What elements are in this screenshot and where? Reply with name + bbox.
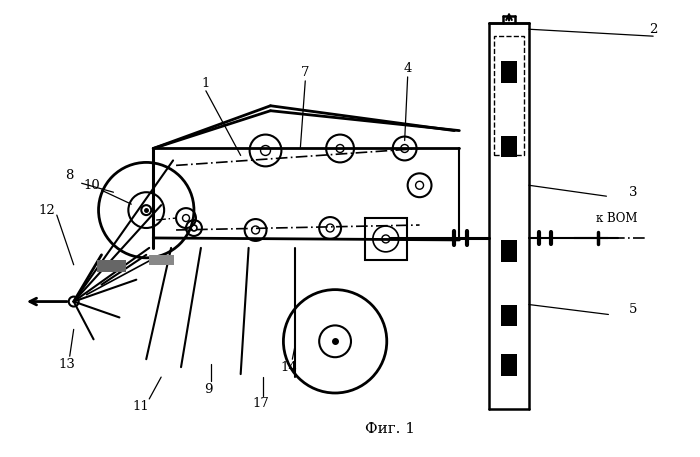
Bar — [501, 61, 517, 83]
Text: 9: 9 — [204, 383, 213, 395]
Text: 17: 17 — [252, 398, 269, 410]
Text: 4: 4 — [403, 63, 412, 75]
Text: Фиг. 1: Фиг. 1 — [365, 422, 415, 436]
Bar — [501, 304, 517, 326]
Bar — [501, 354, 517, 376]
Bar — [501, 240, 517, 262]
Bar — [97, 260, 127, 272]
Text: 1: 1 — [202, 77, 210, 90]
Bar — [365, 218, 407, 260]
Bar — [149, 255, 174, 265]
Text: 3: 3 — [629, 186, 638, 199]
Text: 7: 7 — [301, 66, 309, 80]
Text: 11: 11 — [133, 400, 150, 414]
Bar — [494, 36, 524, 155]
Text: 2: 2 — [649, 23, 657, 36]
Text: 13: 13 — [58, 358, 75, 371]
Text: 14: 14 — [280, 361, 297, 374]
Text: 8: 8 — [66, 169, 74, 182]
Text: к ВОМ: к ВОМ — [596, 212, 638, 224]
Text: 5: 5 — [629, 303, 638, 316]
Text: 10: 10 — [83, 179, 100, 192]
Bar — [501, 136, 517, 157]
Text: 12: 12 — [38, 204, 55, 217]
